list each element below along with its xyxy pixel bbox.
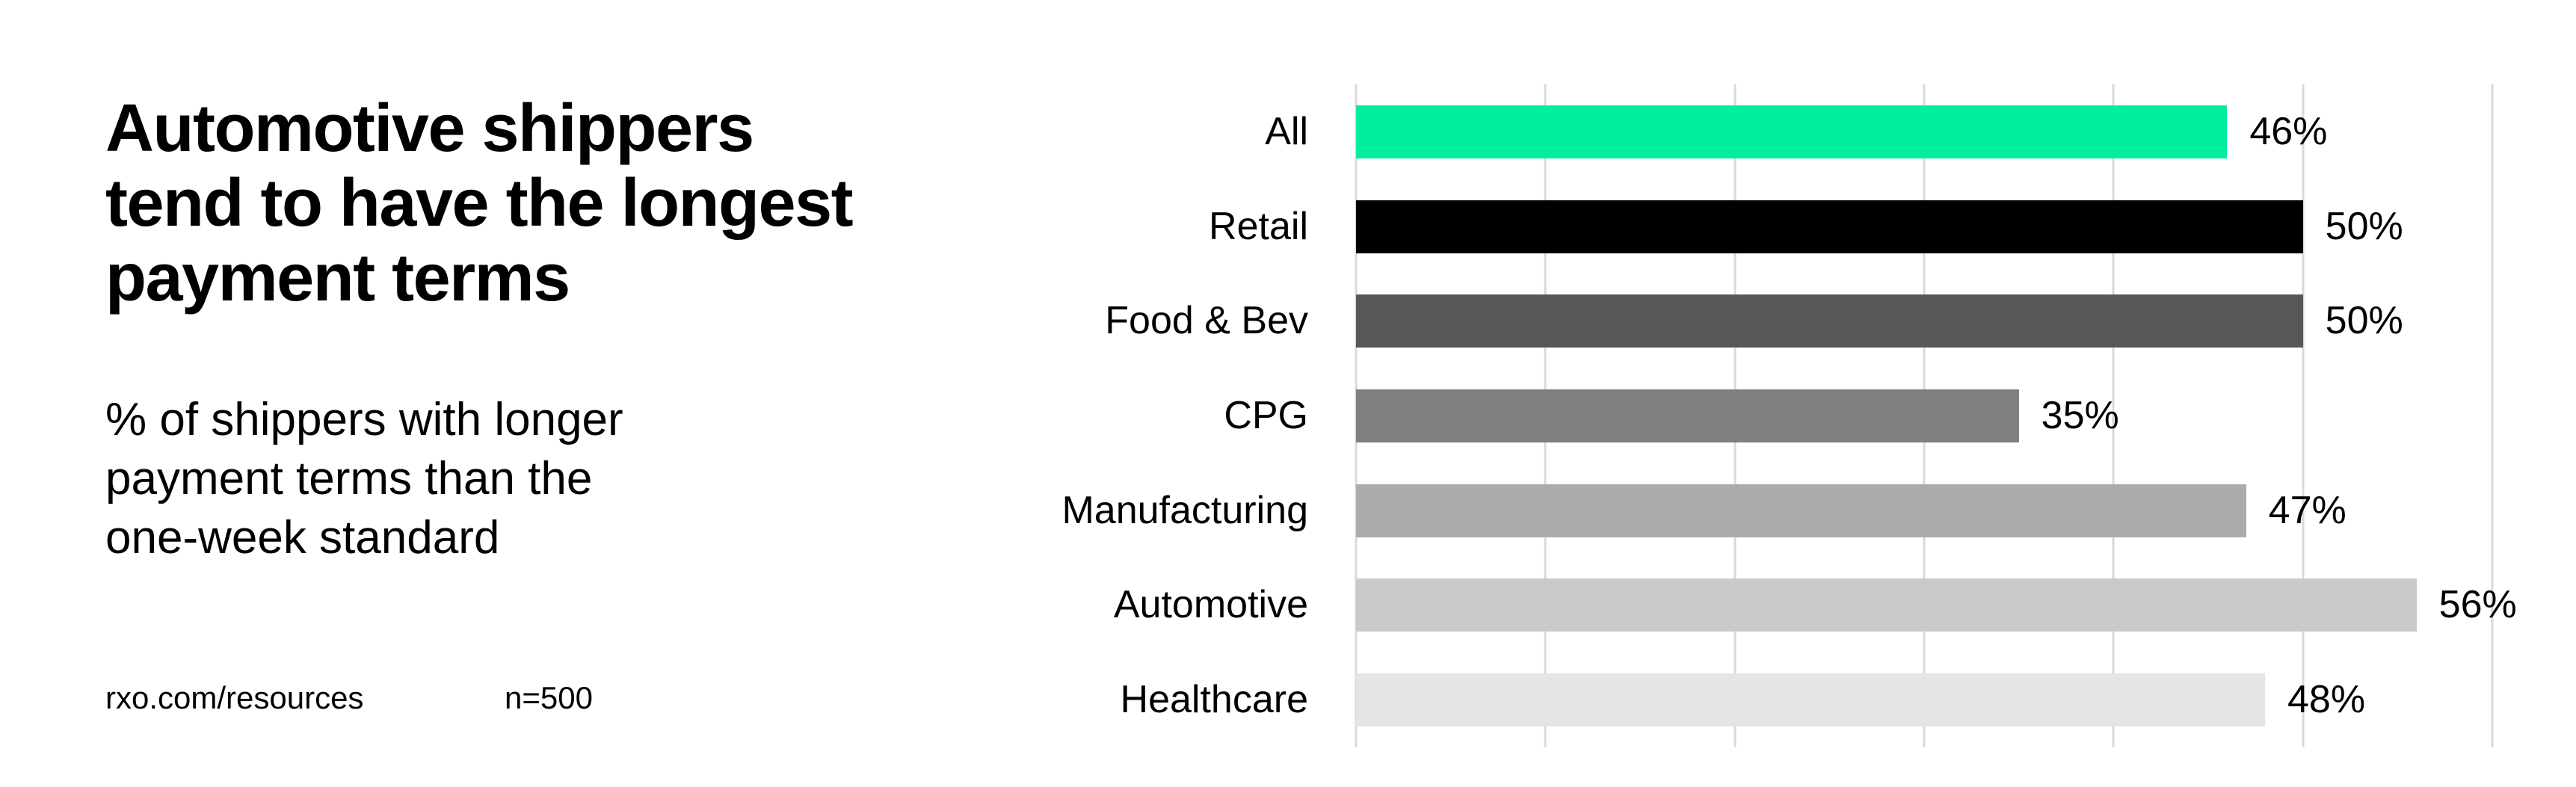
chart-title: Automotive shippers tend to have the lon… (105, 91, 854, 315)
value-label: 35% (2041, 394, 2119, 437)
bar-row-food-bev: Food & Bev 50% (1105, 294, 2492, 348)
value-label: 47% (2268, 488, 2347, 532)
bar-row-healthcare: Healthcare 48% (1121, 673, 2492, 727)
chart-title-line-3: payment terms (105, 241, 570, 315)
category-label: Automotive (1113, 583, 1308, 627)
value-label: 48% (2287, 678, 2366, 722)
chart-subtitle-line-1: % of shippers with longer (105, 394, 623, 445)
category-label: Retail (1209, 204, 1308, 248)
category-label: Healthcare (1120, 678, 1308, 722)
bar (1356, 105, 2228, 158)
value-label: 50% (2325, 204, 2403, 248)
value-label: 56% (2438, 583, 2517, 627)
bar-chart-plot: All 46% Retail 50% Food & Bev 50% CPG 35% Manufa… (1061, 84, 2517, 747)
bar-row-automotive: Automotive 56% (1114, 578, 2517, 632)
source-text: rxo.com/resources (105, 680, 364, 715)
bar (1356, 578, 2417, 632)
bar-row-retail: Retail 50% (1209, 200, 2492, 253)
value-label: 46% (2249, 109, 2328, 153)
bar (1356, 389, 2019, 442)
chart-subtitle-line-3: one-week standard (105, 512, 500, 564)
bar-row-all: All 46% (1265, 105, 2492, 158)
category-label: CPG (1224, 394, 1308, 437)
footer: rxo.com/resources n=500 (105, 679, 593, 717)
gridline-50 (2302, 84, 2305, 747)
bar (1356, 673, 2265, 727)
bar (1356, 200, 2303, 253)
bar (1356, 294, 2303, 348)
bar-row-cpg: CPG 35% (1224, 389, 2492, 442)
category-label: All (1265, 109, 1308, 153)
chart-title-line-2: tend to have the longest (105, 166, 854, 241)
value-label: 50% (2325, 299, 2403, 343)
bar (1356, 484, 2246, 537)
gridline-60 (2491, 84, 2494, 747)
category-label: Manufacturing (1061, 488, 1308, 532)
gridline-40 (2112, 84, 2115, 747)
chart-subtitle-line-2: payment terms than the (105, 453, 593, 504)
bar-row-manufacturing: Manufacturing 47% (1061, 484, 2492, 537)
category-label: Food & Bev (1105, 299, 1308, 343)
chart-title-line-1: Automotive shippers (105, 91, 754, 166)
sample-size-text: n=500 (505, 680, 593, 715)
chart-subtitle: % of shippers with longer payment terms … (105, 390, 623, 567)
